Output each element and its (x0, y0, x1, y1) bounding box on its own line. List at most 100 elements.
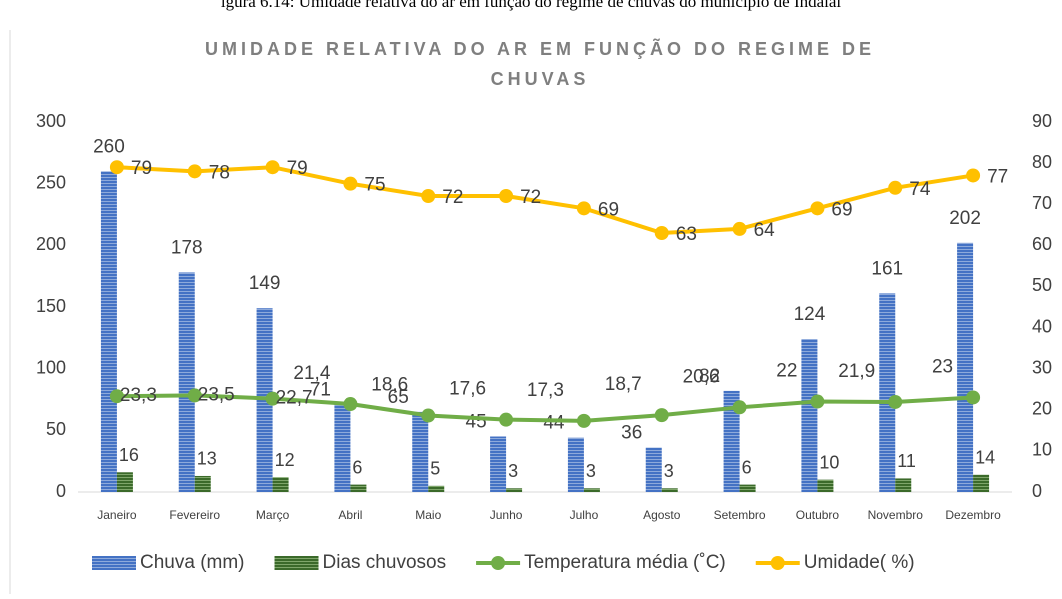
caption: igura 6.14: Umidade relativa do ar em fu… (220, 0, 842, 11)
y2-tick-label: 20 (1032, 399, 1052, 419)
data-label: 21,9 (838, 361, 875, 382)
marker (576, 201, 591, 216)
y-tick-label: 100 (36, 357, 66, 377)
y2-tick-label: 50 (1032, 275, 1052, 295)
y-tick-label: 0 (56, 481, 66, 501)
bar (583, 488, 600, 492)
y-tick-label: 150 (36, 296, 66, 316)
bar (194, 475, 211, 492)
marker (421, 408, 436, 423)
y2-tick-label: 90 (1032, 111, 1052, 131)
marker (654, 226, 669, 240)
x-tick-label: Fevereiro (169, 508, 220, 522)
y2-tick-label: 10 (1032, 440, 1052, 460)
marker (187, 388, 202, 403)
y2-tick-label: 30 (1032, 357, 1052, 377)
data-label: 72 (442, 187, 463, 208)
data-label: 16 (119, 445, 139, 465)
data-label: 178 (171, 237, 203, 258)
bar (957, 242, 974, 492)
bar (739, 484, 756, 492)
data-label: 6 (742, 457, 752, 477)
marker (810, 201, 825, 216)
marker (343, 397, 358, 412)
x-tick-label: Junho (490, 508, 523, 522)
data-label: 3 (508, 461, 518, 481)
data-label: 22 (776, 361, 797, 382)
line (116, 393, 974, 423)
data-label: 36 (621, 423, 642, 444)
data-label: 78 (209, 162, 230, 183)
line (116, 165, 974, 236)
y-tick-label: 200 (36, 234, 66, 254)
y-tick-label: 250 (36, 172, 66, 192)
marker (966, 168, 981, 183)
bar (879, 293, 896, 492)
data-label: 77 (987, 166, 1008, 187)
data-label: 74 (909, 179, 931, 200)
marker (888, 394, 903, 409)
data-label: 161 (871, 258, 903, 279)
bar (895, 478, 912, 492)
bar (334, 404, 351, 492)
bar (801, 339, 818, 492)
data-label: 45 (466, 412, 487, 433)
y2-tick-label: 80 (1032, 152, 1052, 172)
data-label: 79 (287, 158, 308, 179)
x-tick-label: Março (256, 508, 290, 522)
bar (506, 488, 523, 492)
data-label: 17,6 (449, 379, 486, 400)
data-label: 17,3 (527, 380, 564, 401)
marker (888, 180, 903, 195)
x-tick-label: Maio (415, 508, 441, 522)
data-label: 63 (676, 224, 697, 245)
marker (265, 391, 280, 406)
bar (350, 484, 367, 492)
marker (109, 389, 124, 404)
data-label: 82 (699, 366, 720, 387)
data-label: 22,7 (276, 388, 313, 409)
y-tick-label: 50 (46, 419, 66, 439)
marker (499, 412, 514, 427)
marker (966, 390, 981, 405)
marker (343, 176, 358, 191)
bar (645, 447, 662, 492)
marker (109, 160, 124, 175)
bar (412, 411, 429, 492)
data-label: 5 (430, 459, 440, 479)
marker (576, 413, 591, 428)
x-tick-label: Julho (570, 508, 599, 522)
bar (178, 272, 195, 492)
data-label: 23,3 (120, 385, 157, 406)
x-tick-label: Agosto (643, 508, 681, 522)
bar (116, 472, 133, 492)
bar (272, 477, 289, 492)
data-label: 12 (275, 450, 295, 470)
bar (973, 474, 990, 492)
data-label: 21,4 (293, 363, 330, 384)
bar (661, 488, 678, 492)
y2-tick-label: 60 (1032, 234, 1052, 254)
x-tick-label: Novembro (868, 508, 924, 522)
x-tick-label: Outubro (796, 508, 840, 522)
y2-tick-label: 70 (1032, 193, 1052, 213)
data-label: 3 (586, 461, 596, 481)
legend-swatch (491, 556, 506, 570)
data-label: 6 (352, 457, 362, 477)
bar (567, 437, 584, 492)
data-label: 124 (794, 304, 826, 325)
x-tick-label: Abril (338, 508, 362, 522)
marker (654, 408, 669, 423)
bar (100, 171, 117, 493)
data-label: 3 (664, 461, 674, 481)
data-label: 69 (598, 199, 619, 220)
data-label: 64 (754, 220, 776, 241)
legend-label: Umidade( %) (804, 552, 915, 573)
marker (265, 160, 280, 175)
data-label: 23,5 (198, 384, 235, 405)
data-label: 65 (388, 387, 409, 408)
data-label: 149 (249, 273, 281, 294)
bar (490, 436, 507, 492)
x-tick-label: Setembro (714, 508, 766, 522)
